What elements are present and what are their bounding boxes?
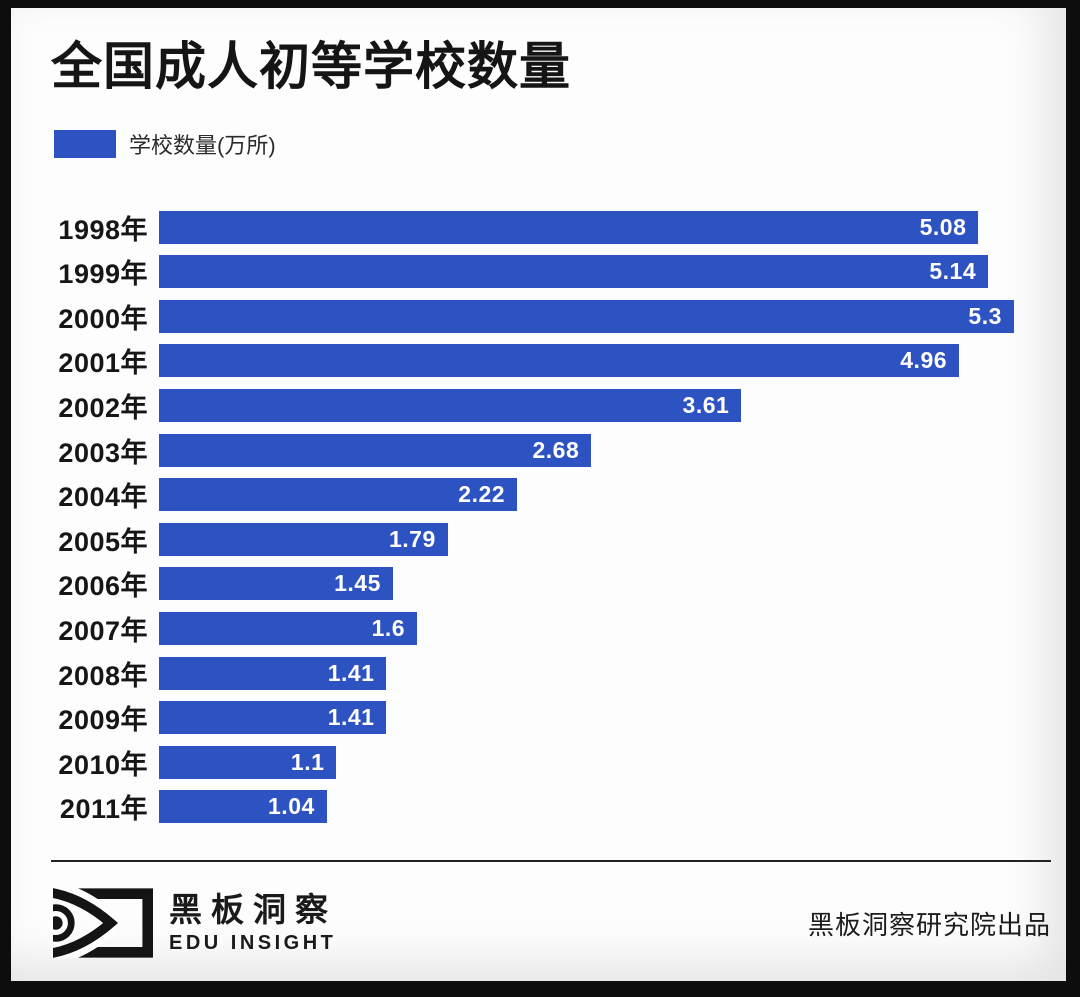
bar-track: 5.14 (159, 255, 1051, 289)
footer-divider (51, 860, 1051, 863)
bar-row: 2001年 4.96 (51, 344, 1051, 379)
bar-value-label: 5.3 (968, 302, 1002, 329)
bar-row: 2002年 3.61 (51, 389, 1051, 424)
year-label: 2002年 (58, 393, 148, 424)
legend-label: 学校数量(万所) (129, 132, 276, 158)
bar-row: 2011年 1.04 (51, 790, 1051, 825)
bar-value-label: 2.68 (532, 436, 580, 463)
bar-value-label: 5.08 (919, 213, 967, 240)
bar-row: 2010年 1.1 (51, 745, 1051, 780)
bar: 5.08 (159, 210, 979, 244)
bar-row: 2007年 1.6 (51, 611, 1051, 646)
year-label: 2003年 (58, 437, 148, 468)
eye-bracket-icon (53, 888, 153, 959)
footer: 黑板洞察 EDU INSIGHT 黑板洞察研究院出品 (53, 888, 1051, 959)
year-label: 2000年 (58, 303, 148, 334)
chart-legend: 学校数量(万所) (54, 128, 1066, 160)
bar-track: 1.41 (159, 701, 1051, 735)
bar-row: 2004年 2.22 (51, 478, 1051, 513)
logo-text-block: 黑板洞察 EDU INSIGHT (169, 891, 337, 954)
bar: 2.68 (159, 433, 592, 467)
bar-row: 2003年 2.68 (51, 433, 1051, 468)
bar-value-label: 1.45 (334, 570, 381, 597)
bar: 1.41 (159, 656, 387, 690)
bar-row: 2009年 1.41 (51, 701, 1051, 736)
year-label: 2010年 (58, 749, 148, 780)
bar-value-label: 4.96 (900, 347, 948, 374)
brand-logo: 黑板洞察 EDU INSIGHT (53, 888, 337, 959)
bar-track: 5.08 (159, 210, 1051, 244)
bar-track: 2.68 (159, 433, 1051, 467)
bar-track: 1.1 (159, 745, 1051, 779)
legend-swatch (54, 129, 116, 158)
bar-track: 2.22 (159, 478, 1051, 512)
bar-value-label: 2.22 (458, 481, 506, 508)
bar: 1.79 (159, 522, 448, 556)
bar-row: 1998年 5.08 (51, 210, 1051, 245)
bar-value-label: 1.6 (371, 614, 406, 641)
bar: 1.41 (159, 701, 387, 735)
bar: 5.14 (159, 255, 989, 289)
bar-track: 1.45 (159, 567, 1051, 601)
year-label: 2009年 (58, 705, 148, 736)
bar: 1.6 (159, 611, 418, 645)
year-label: 2001年 (58, 348, 148, 379)
infographic-card: 全国成人初等学校数量 学校数量(万所) 1998年 5.08 1999年 5.1… (11, 8, 1066, 981)
page-title: 全国成人初等学校数量 (51, 38, 572, 95)
bar-value-label: 1.04 (268, 793, 315, 820)
bar-track: 1.04 (159, 790, 1051, 824)
bar-value-label: 1.79 (388, 525, 436, 552)
bar-track: 4.96 (159, 344, 1051, 378)
bar-row: 1999年 5.14 (51, 255, 1051, 290)
bar: 4.96 (159, 344, 960, 378)
year-label: 2007年 (58, 615, 148, 646)
year-label: 1999年 (58, 259, 148, 290)
bar-chart: 1998年 5.08 1999年 5.14 2000年 5.3 2001年 4.… (51, 210, 1051, 825)
bar-track: 1.41 (159, 656, 1051, 690)
bar-value-label: 1.1 (290, 748, 325, 775)
bar-value-label: 3.61 (682, 392, 730, 419)
bar-track: 1.6 (159, 611, 1051, 645)
bar-value-label: 5.14 (929, 258, 977, 285)
logo-title: 黑板洞察 (169, 891, 337, 929)
year-label: 2004年 (58, 482, 148, 513)
bar-track: 1.79 (159, 522, 1051, 556)
bar-track: 5.3 (159, 299, 1051, 333)
year-label: 1998年 (58, 214, 148, 245)
bar: 5.3 (159, 299, 1014, 333)
bar-row: 2000年 5.3 (51, 299, 1051, 334)
bar: 1.1 (159, 745, 337, 779)
bar-value-label: 1.41 (327, 659, 375, 686)
year-label: 2006年 (58, 571, 148, 602)
bar: 3.61 (159, 389, 742, 423)
bar: 2.22 (159, 478, 518, 512)
credit-text: 黑板洞察研究院出品 (807, 909, 1051, 940)
bar: 1.04 (159, 790, 327, 824)
bar-value-label: 1.41 (327, 704, 375, 731)
year-label: 2008年 (58, 660, 148, 691)
year-label: 2005年 (58, 526, 148, 557)
bar-row: 2006年 1.45 (51, 567, 1051, 602)
year-label: 2011年 (59, 794, 148, 825)
bar-row: 2005年 1.79 (51, 522, 1051, 557)
bar-track: 3.61 (159, 389, 1051, 423)
bar-row: 2008年 1.41 (51, 656, 1051, 691)
logo-subtitle: EDU INSIGHT (169, 931, 337, 954)
bar: 1.45 (159, 567, 393, 601)
